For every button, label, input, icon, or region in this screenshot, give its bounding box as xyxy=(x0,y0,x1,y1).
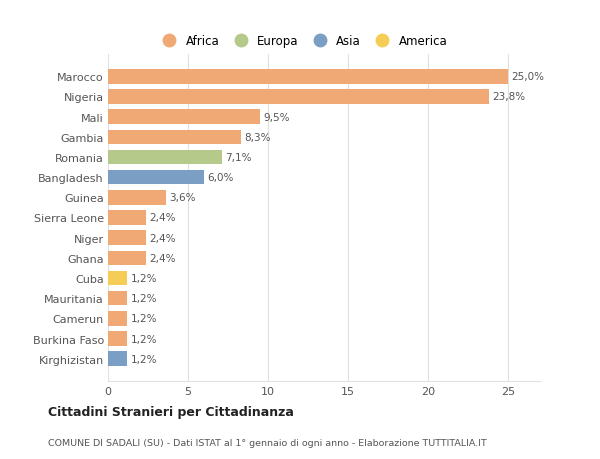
Text: 2,4%: 2,4% xyxy=(149,233,176,243)
Bar xyxy=(108,130,241,145)
Text: COMUNE DI SADALI (SU) - Dati ISTAT al 1° gennaio di ogni anno - Elaborazione TUT: COMUNE DI SADALI (SU) - Dati ISTAT al 1°… xyxy=(48,438,487,447)
Text: 1,2%: 1,2% xyxy=(130,313,157,324)
Bar xyxy=(108,190,166,205)
Bar xyxy=(108,352,127,366)
Bar xyxy=(108,271,127,285)
Bar xyxy=(108,331,127,346)
Text: Cittadini Stranieri per Cittadinanza: Cittadini Stranieri per Cittadinanza xyxy=(48,405,294,419)
Text: 1,2%: 1,2% xyxy=(130,274,157,283)
Bar xyxy=(108,311,127,326)
Bar xyxy=(108,211,146,225)
Text: 9,5%: 9,5% xyxy=(263,112,290,123)
Text: 1,2%: 1,2% xyxy=(130,334,157,344)
Text: 1,2%: 1,2% xyxy=(130,294,157,303)
Bar xyxy=(108,110,260,125)
Bar xyxy=(108,171,204,185)
Bar xyxy=(108,90,489,105)
Text: 1,2%: 1,2% xyxy=(130,354,157,364)
Legend: Africa, Europa, Asia, America: Africa, Europa, Asia, America xyxy=(157,35,448,48)
Text: 6,0%: 6,0% xyxy=(207,173,233,183)
Bar xyxy=(108,231,146,246)
Text: 2,4%: 2,4% xyxy=(149,213,176,223)
Bar xyxy=(108,291,127,306)
Text: 25,0%: 25,0% xyxy=(511,72,544,82)
Bar xyxy=(108,151,221,165)
Text: 23,8%: 23,8% xyxy=(492,92,525,102)
Text: 2,4%: 2,4% xyxy=(149,253,176,263)
Bar xyxy=(108,251,146,265)
Text: 7,1%: 7,1% xyxy=(225,153,251,162)
Text: 3,6%: 3,6% xyxy=(169,193,196,203)
Text: 8,3%: 8,3% xyxy=(244,133,271,142)
Bar xyxy=(108,70,508,84)
